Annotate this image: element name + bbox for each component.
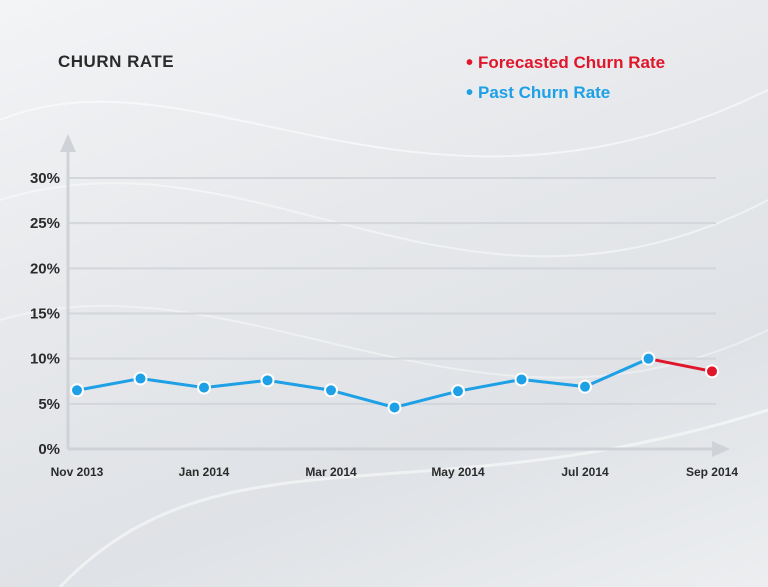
legend-dot-past: •	[466, 82, 474, 104]
legend-dot-forecasted: •	[466, 52, 474, 74]
data-point	[705, 364, 719, 379]
axes	[60, 134, 730, 457]
y-tick-label: 5%	[38, 396, 60, 413]
data-point	[387, 400, 402, 415]
data-point	[451, 384, 465, 399]
legend-label-past: Past Churn Rate	[478, 83, 611, 102]
y-tick-label: 0%	[38, 441, 60, 458]
y-tick-labels: 0% 5% 10% 15% 20% 25% 30%	[30, 170, 60, 458]
data-point	[514, 372, 529, 387]
legend-item-past: • Past Churn Rate	[466, 78, 665, 108]
legend-item-forecasted: • Forecasted Churn Rate	[466, 48, 665, 78]
x-tick-labels: Nov 2013 Jan 2014 Mar 2014 May 2014 Jul 2014…	[51, 465, 739, 479]
data-point	[70, 383, 84, 398]
x-tick-label: Mar 2014	[305, 465, 357, 479]
series-line	[648, 357, 713, 373]
y-axis-arrow-icon	[60, 134, 76, 152]
data-point	[578, 379, 592, 394]
x-tick-label: Jul 2014	[561, 465, 609, 479]
data-point	[133, 371, 148, 386]
x-tick-label: Jan 2014	[179, 465, 230, 479]
data-point	[324, 383, 338, 398]
chart-title: CHURN RATE	[58, 52, 175, 71]
data-point	[197, 380, 211, 395]
x-tick-label: Nov 2013	[51, 465, 104, 479]
x-axis-arrow-icon	[712, 441, 730, 457]
y-tick-label: 20%	[30, 260, 60, 277]
y-tick-label: 30%	[30, 170, 60, 187]
legend-label-forecasted: Forecasted Churn Rate	[478, 53, 666, 72]
data-point	[260, 373, 275, 388]
series-lines	[76, 357, 713, 409]
y-tick-label: 10%	[30, 351, 60, 368]
y-tick-label: 25%	[30, 215, 60, 232]
y-tick-label: 15%	[30, 306, 60, 323]
x-tick-label: Sep 2014	[686, 465, 738, 479]
legend: • Forecasted Churn Rate • Past Churn Rat…	[466, 48, 665, 108]
series-points	[70, 351, 719, 415]
series-line	[76, 357, 650, 409]
x-tick-label: May 2014	[431, 465, 485, 479]
gridlines	[68, 177, 716, 405]
data-point	[641, 351, 656, 366]
